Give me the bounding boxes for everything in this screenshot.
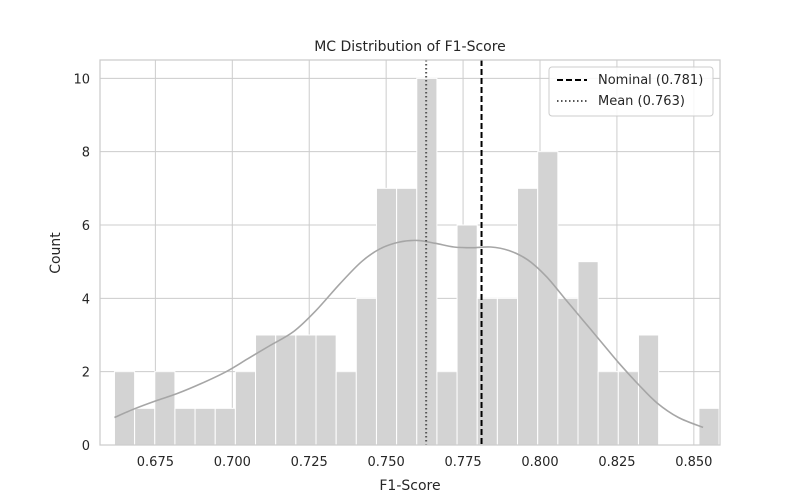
histogram-bar xyxy=(496,297,519,446)
y-tick-label: 10 xyxy=(73,72,90,87)
histogram-bar xyxy=(154,371,176,446)
y-tick-labels: 0 2 4 6 8 10 xyxy=(73,72,90,454)
x-tick-label: 0.775 xyxy=(444,455,481,470)
histogram-bar xyxy=(355,297,377,446)
histogram-bar xyxy=(275,334,297,446)
histogram-bars xyxy=(113,77,720,446)
x-tick-label: 0.725 xyxy=(291,455,328,470)
histogram-bar xyxy=(557,297,579,446)
x-tick-labels: 0.675 0.700 0.725 0.750 0.775 0.800 0.825 0.850 xyxy=(137,455,713,470)
x-tick-label: 0.800 xyxy=(521,455,558,470)
reference-lines xyxy=(425,60,483,445)
histogram-bar xyxy=(456,224,478,446)
kde-curve-layer xyxy=(114,239,704,429)
histogram-bar xyxy=(375,187,398,446)
chart-title: MC Distribution of F1-Score xyxy=(314,39,506,55)
y-axis-label: Count xyxy=(48,232,64,274)
histogram-bar xyxy=(194,407,216,446)
histogram-bar xyxy=(315,334,337,446)
histogram-bar xyxy=(113,371,136,446)
legend-mean-label: Mean (0.763) xyxy=(598,94,685,109)
histogram-bar xyxy=(597,371,619,446)
histogram-bar xyxy=(577,261,599,446)
histogram-bar xyxy=(517,187,539,446)
histogram-bar xyxy=(335,371,357,446)
histogram-bar xyxy=(537,151,559,446)
legend-nominal-label: Nominal (0.781) xyxy=(598,73,703,88)
x-tick-label: 0.750 xyxy=(368,455,405,470)
y-tick-label: 2 xyxy=(82,366,90,381)
histogram-bar xyxy=(617,371,639,446)
x-tick-label: 0.850 xyxy=(675,455,712,470)
x-tick-label: 0.825 xyxy=(598,455,635,470)
histogram-bar xyxy=(436,371,458,446)
histogram-bar xyxy=(295,334,317,446)
histogram-bar xyxy=(396,187,418,446)
x-tick-label: 0.700 xyxy=(214,455,251,470)
kde-curve xyxy=(114,239,704,429)
histogram-bar xyxy=(174,407,196,446)
y-tick-label: 6 xyxy=(82,219,90,234)
legend: Nominal (0.781) Mean (0.763) xyxy=(548,66,714,117)
histogram-bar xyxy=(476,297,498,446)
histogram-bar xyxy=(637,334,660,446)
y-tick-label: 0 xyxy=(82,439,90,454)
y-tick-label: 8 xyxy=(82,146,90,161)
x-axis-label: F1-Score xyxy=(379,478,440,494)
y-tick-label: 4 xyxy=(82,292,90,307)
histogram-bar xyxy=(134,407,156,446)
histogram-bar xyxy=(234,371,257,446)
plot-frame xyxy=(99,59,721,446)
histogram-bar xyxy=(214,407,236,446)
x-tick-label: 0.675 xyxy=(137,455,174,470)
legend-box xyxy=(548,66,714,117)
